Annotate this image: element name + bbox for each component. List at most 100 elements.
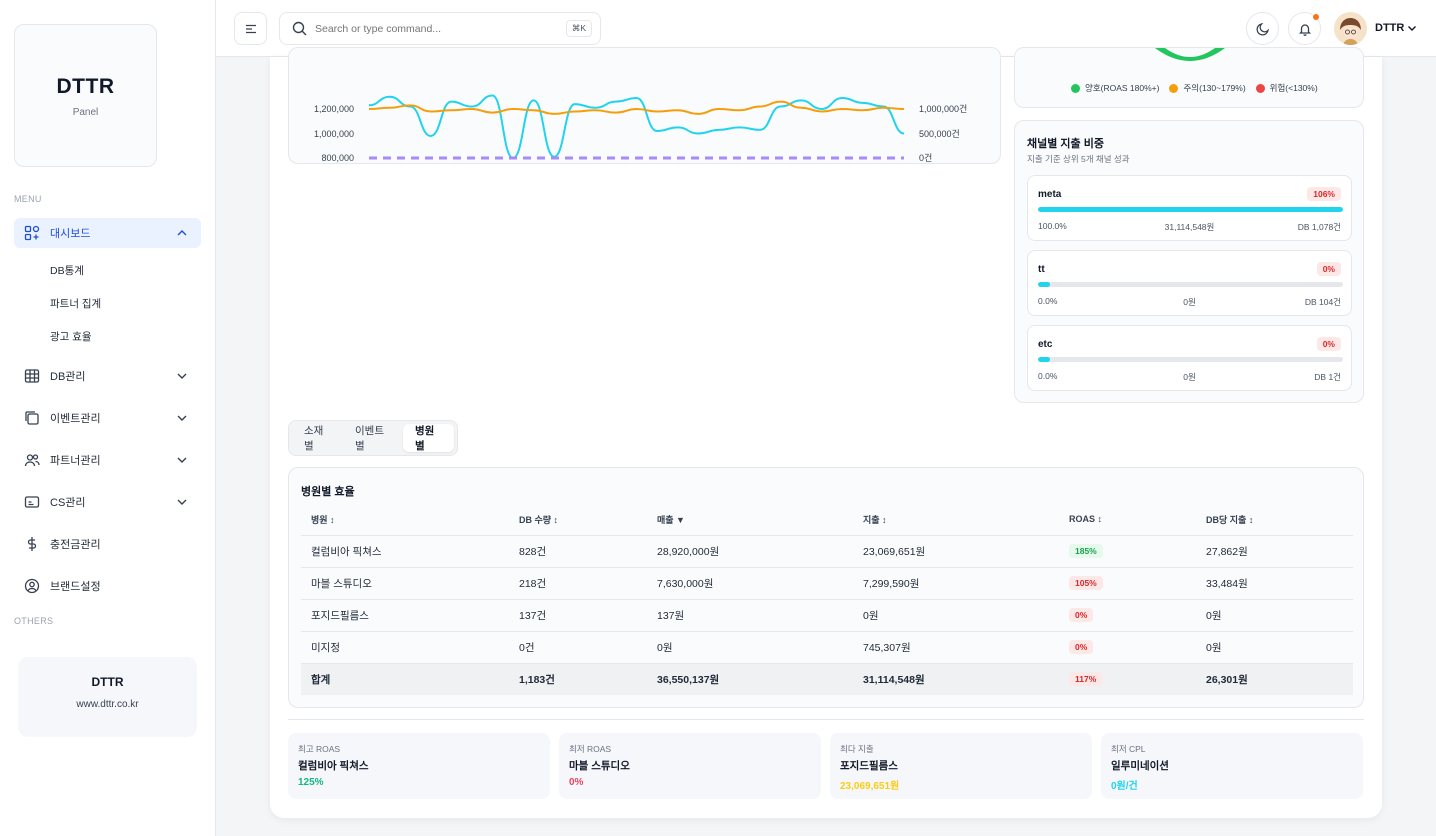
search-input[interactable] xyxy=(315,22,555,35)
avatar[interactable] xyxy=(1334,12,1367,45)
chevron-down-icon[interactable] xyxy=(1406,22,1418,34)
sidebar-item-dashboard[interactable]: 대시보드 xyxy=(14,218,201,248)
cell-spend: 0원 xyxy=(853,599,1059,632)
channel-card-title: 채널별 지출 비중 xyxy=(1027,138,1104,150)
menu-toggle-button[interactable] xyxy=(234,12,267,45)
y-left-tick-label: 1,000,000 xyxy=(314,129,354,139)
stat-name: 컬럼비아 픽쳐스 xyxy=(298,760,369,772)
cell-db-count: 218건 xyxy=(509,567,647,600)
table-icon xyxy=(24,368,40,384)
y-right-tick-label: 1,000,000건 xyxy=(919,104,967,114)
cell-revenue: 7,630,000원 xyxy=(647,567,853,600)
sidebar-item-db-management[interactable]: DB관리 xyxy=(14,361,201,391)
tab-event[interactable]: 이벤트별 xyxy=(355,425,384,452)
sidebar-subitem-ad-efficiency[interactable]: 광고 효율 xyxy=(50,331,92,343)
table-total-row: 합계 1,183건 36,550,137원 31,114,548원 117% 2… xyxy=(301,663,1353,695)
stat-value: 0원/건 xyxy=(1111,781,1138,792)
stat-worst-roas: 최저 ROAS 마블 스튜디오 0% xyxy=(559,733,821,799)
y-left-tick-label: 1,200,000 xyxy=(314,104,354,114)
cell-db-count: 137건 xyxy=(509,599,647,632)
channel-share: 0.0% xyxy=(1038,296,1058,306)
cell-roas: 185% xyxy=(1059,535,1196,568)
channel-badge: 0% xyxy=(1316,262,1341,276)
sidebar-item-label: DB관리 xyxy=(50,371,86,383)
legend-good: 양호(ROAS 180%+) xyxy=(1085,83,1160,93)
theme-toggle-button[interactable] xyxy=(1246,12,1279,45)
cell-revenue: 0원 xyxy=(647,631,853,664)
stat-best-roas: 최고 ROAS 컬럼비아 픽쳐스 125% xyxy=(288,733,550,799)
cell-cost-per-db: 0원 xyxy=(1196,599,1353,632)
stat-value: 125% xyxy=(298,777,324,788)
chevron-down-icon xyxy=(177,415,187,421)
sidebar-item-partner-management[interactable]: 파트너관리 xyxy=(14,445,201,475)
stat-value: 0% xyxy=(569,777,584,788)
cell-hospital: 포지드필름스 xyxy=(301,599,509,632)
cell-roas: 0% xyxy=(1059,631,1196,664)
cell-db-count: 0건 xyxy=(509,631,647,664)
cell-hospital: 마블 스튜디오 xyxy=(301,567,509,600)
column-header-cost-per-db[interactable]: DB당 지출 ↕ xyxy=(1196,504,1353,536)
column-header-db-count[interactable]: DB 수량 ↕ xyxy=(509,504,647,536)
stat-label: 최다 지출 xyxy=(840,744,874,754)
warn-dot-icon xyxy=(1169,83,1179,93)
avatar-image xyxy=(1334,12,1367,45)
stat-name: 포지드필름스 xyxy=(840,760,898,772)
y-right-tick-label: 500,000건 xyxy=(919,129,960,139)
good-dot-icon xyxy=(1071,83,1080,93)
channel-db-count: DB 1,078건 xyxy=(1297,222,1341,232)
channel-name: tt xyxy=(1038,264,1045,275)
channel-db-count: DB 1건 xyxy=(1314,372,1341,382)
roas-badge: 0% xyxy=(1069,608,1094,622)
footer-brand: DTTR xyxy=(91,675,124,689)
cell-hospital: 미지정 xyxy=(301,631,509,664)
channel-db-count: DB 104건 xyxy=(1304,297,1341,307)
column-header-spend[interactable]: 지출 ↕ xyxy=(853,504,1059,536)
sidebar-subitem-partner-summary[interactable]: 파트너 집계 xyxy=(50,298,102,310)
chevron-up-icon xyxy=(177,230,187,236)
sidebar-item-label: 이벤트관리 xyxy=(50,413,101,425)
cell-spend: 23,069,651원 xyxy=(853,535,1059,568)
brand-footer-card: DTTR www.dttr.co.kr xyxy=(18,657,197,737)
others-section-label: OTHERS xyxy=(14,616,54,626)
cell-revenue: 137원 xyxy=(647,599,853,632)
column-header-revenue[interactable]: 매출 ▼ xyxy=(647,504,853,536)
roas-legend: 양호(ROAS 180%+) 주의(130~179%) 위험(<130%) xyxy=(1071,82,1318,94)
channel-spend: 31,114,548원 xyxy=(1164,222,1215,232)
main-panel: 1,200,000 1,000,000 800,000 1,000,000건 500,0… xyxy=(270,47,1382,818)
channel-share: 100.0% xyxy=(1038,221,1067,231)
bad-dot-icon xyxy=(1255,83,1265,93)
sidebar-item-cs-management[interactable]: CS관리 xyxy=(14,487,201,517)
sidebar-item-event-management[interactable]: 이벤트관리 xyxy=(14,403,201,433)
footer-url[interactable]: www.dttr.co.kr xyxy=(76,699,139,710)
table-title: 병원별 효율 xyxy=(301,486,355,498)
sidebar-item-label: 브랜드설정 xyxy=(50,581,101,593)
hospital-efficiency-table: 병원 ↕ DB 수량 ↕ 매출 ▼ 지출 ↕ ROAS ↕ DB당 지출 ↕ 컬… xyxy=(301,504,1353,695)
sidebar-item-label: CS관리 xyxy=(50,497,86,509)
cell-total-cost-per-db: 26,301원 xyxy=(1196,663,1353,695)
roas-badge: 117% xyxy=(1069,672,1103,687)
sidebar-item-brand-settings[interactable]: 브랜드설정 xyxy=(14,571,201,601)
stat-value: 23,069,651원 xyxy=(840,781,900,792)
chevron-down-icon xyxy=(177,499,187,505)
cell-cost-per-db: 33,484원 xyxy=(1196,567,1353,600)
column-header-hospital[interactable]: 병원 ↕ xyxy=(301,504,509,536)
tab-hospital[interactable]: 병원별 xyxy=(403,424,454,452)
sidebar-item-charge-management[interactable]: 충전금관리 xyxy=(14,529,201,559)
trend-chart-card: 1,200,000 1,000,000 800,000 1,000,000건 500,0… xyxy=(288,47,1001,164)
column-header-roas[interactable]: ROAS ↕ xyxy=(1059,504,1196,536)
copy-icon xyxy=(24,410,40,426)
notifications-button[interactable] xyxy=(1288,12,1321,45)
brand-card[interactable]: DTTR Panel xyxy=(14,24,157,167)
legend-warn: 주의(130~179%) xyxy=(1183,83,1246,93)
search-box[interactable]: ⌘K xyxy=(279,12,601,45)
user-name[interactable]: DTTR xyxy=(1375,22,1405,34)
stat-label: 최저 ROAS xyxy=(569,744,612,754)
sidebar-subitem-db-stats[interactable]: DB통계 xyxy=(50,265,84,277)
channel-spend: 0원 xyxy=(1183,297,1196,307)
channel-progress-fill xyxy=(1038,207,1343,212)
channel-name: etc xyxy=(1038,339,1053,350)
channel-row-meta: meta 106% 100.0% 31,114,548원 DB 1,078건 xyxy=(1027,175,1352,241)
roas-badge: 0% xyxy=(1069,640,1094,654)
sidebar-item-label: 파트너관리 xyxy=(50,455,101,467)
tab-creative[interactable]: 소재별 xyxy=(304,425,324,452)
